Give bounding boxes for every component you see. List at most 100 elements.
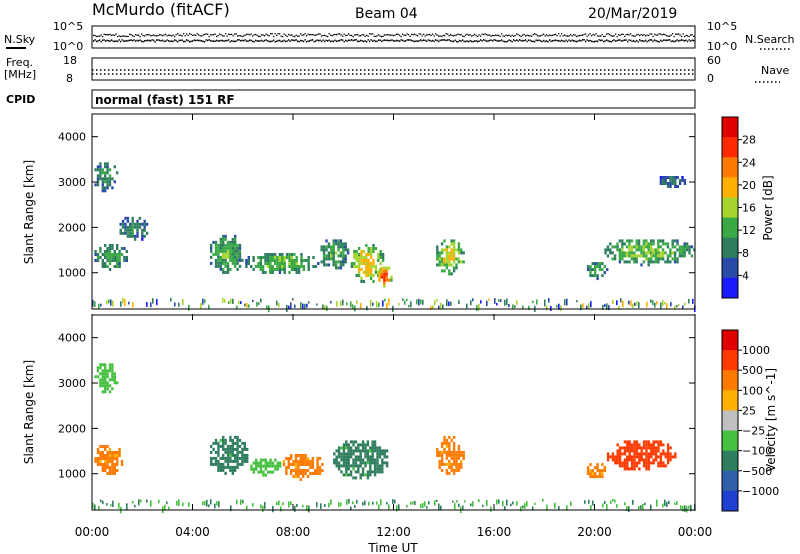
- power-echo-cell: [450, 239, 453, 243]
- nsky-trace-point: [307, 33, 309, 35]
- nsky-trace-point: [255, 33, 257, 36]
- power-echo-cell: [369, 256, 373, 259]
- nsky-trace-point: [295, 34, 297, 36]
- velocity-ground-scatter: [346, 499, 348, 505]
- power-echo-cell: [106, 168, 109, 172]
- velocity-ground-scatter: [482, 504, 484, 508]
- velocity-echo-cell: [361, 461, 365, 465]
- power-echo-cell: [378, 269, 381, 273]
- power-ground-scatter: [612, 299, 614, 304]
- nsky-trace-point: [637, 33, 639, 36]
- power-echo-cell: [126, 228, 130, 232]
- power-echo-cell: [281, 268, 284, 271]
- power-ground-scatter: [516, 300, 518, 305]
- power-echo-cell: [664, 251, 667, 255]
- nsky-trace-point: [511, 34, 513, 36]
- nsearch-trace-point: [262, 40, 264, 43]
- velocity-echo-cell: [96, 366, 100, 370]
- power-echo-cell: [647, 245, 650, 249]
- velocity-echo-cell: [234, 456, 237, 460]
- nsearch-trace-point: [549, 39, 551, 41]
- velocity-echo-cell: [234, 465, 237, 469]
- nsky-trace-point: [427, 34, 429, 36]
- nsearch-trace-point: [627, 40, 629, 43]
- power-echo-cell: [283, 265, 286, 268]
- nsearch-trace-point: [210, 39, 212, 42]
- power-echo-cell: [101, 186, 104, 190]
- power-echo-cell: [633, 260, 636, 264]
- power-echo-cell: [652, 251, 655, 255]
- nsearch-trace-point: [492, 40, 494, 42]
- nsearch-trace-point: [189, 40, 191, 43]
- power-echo-cell: [234, 255, 237, 259]
- velocity-ground-scatter: [92, 502, 94, 509]
- velocity-echo-cell: [654, 455, 658, 459]
- power-ground-scatter: [266, 305, 268, 310]
- nsky-trace-point: [649, 33, 651, 35]
- nave-label: Nave: [761, 64, 789, 77]
- power-echo-cell: [238, 246, 242, 250]
- velocity-echo-cell: [445, 456, 449, 460]
- velocity-echo-cell: [340, 452, 343, 456]
- power-echo-cell: [94, 259, 97, 262]
- power-ground-scatter: [378, 302, 380, 308]
- nsky-trace-point: [148, 34, 150, 36]
- velocity-echo-cell: [349, 449, 353, 453]
- velocity-echo-cell: [234, 453, 237, 457]
- power-echo-cell: [229, 267, 232, 271]
- power-echo-cell: [337, 266, 340, 270]
- nsky-trace-point: [642, 34, 644, 36]
- nsky-trace-point: [430, 34, 432, 37]
- power-echo-cell: [121, 219, 125, 223]
- nsearch-trace-point: [538, 39, 540, 42]
- power-echo-cell: [325, 254, 328, 258]
- power-echo-cell: [661, 254, 665, 258]
- power-echo-cell: [104, 253, 107, 256]
- nsearch-trace-point: [507, 40, 509, 43]
- power-echo-cell: [594, 271, 597, 275]
- nsky-trace-point: [247, 33, 249, 35]
- power-echo-cell: [104, 180, 107, 184]
- velocity-echo-cell: [219, 462, 222, 466]
- velocity-echo-cell: [111, 372, 114, 376]
- nsky-trace-point: [178, 34, 180, 36]
- power-echo-cell: [355, 265, 358, 268]
- velocity-echo-cell: [318, 472, 322, 475]
- power-echo-cell: [606, 268, 609, 272]
- nsearch-tick-top: 10^5: [707, 20, 737, 33]
- power-echo-cell: [683, 242, 686, 246]
- power-echo-cell: [591, 274, 594, 278]
- power-echo-cell: [586, 265, 590, 269]
- nsearch-trace-point: [276, 40, 278, 43]
- velocity-echo-cell: [229, 435, 232, 439]
- power-ground-scatter: [662, 300, 664, 307]
- nsky-trace-point: [375, 35, 377, 38]
- velocity-ylabel: Slant Range [km]: [22, 360, 36, 464]
- power-ground-scatter: [682, 305, 684, 309]
- nsky-trace-point: [342, 35, 344, 37]
- power-echo-cell: [365, 259, 368, 262]
- nsky-trace-point: [259, 35, 261, 38]
- velocity-echo-cell: [231, 441, 234, 445]
- nsearch-trace-point: [192, 40, 194, 42]
- velocity-echo-cell: [633, 467, 636, 471]
- nsearch-trace-point: [456, 40, 458, 43]
- velocity-echo-cell: [645, 461, 648, 465]
- velocity-echo-cell: [269, 464, 272, 468]
- power-echo-cell: [281, 265, 284, 268]
- velocity-ground-scatter: [502, 500, 504, 507]
- velocity-echo-cell: [349, 473, 353, 477]
- nsearch-trace-point: [289, 40, 291, 42]
- cpid-value: normal (fast) 151 RF: [95, 93, 235, 107]
- velocity-echo-cell: [264, 464, 267, 468]
- velocity-echo-cell: [241, 459, 244, 463]
- power-ground-scatter: [632, 303, 634, 309]
- power-colorbar-cell: [722, 197, 738, 219]
- power-echo-cell: [259, 256, 262, 259]
- power-echo-cell: [661, 239, 665, 243]
- nsky-trace-point: [364, 35, 366, 37]
- power-echo-cell: [448, 254, 451, 258]
- power-ground-scatter: [650, 299, 652, 303]
- power-ground-scatter: [478, 303, 480, 311]
